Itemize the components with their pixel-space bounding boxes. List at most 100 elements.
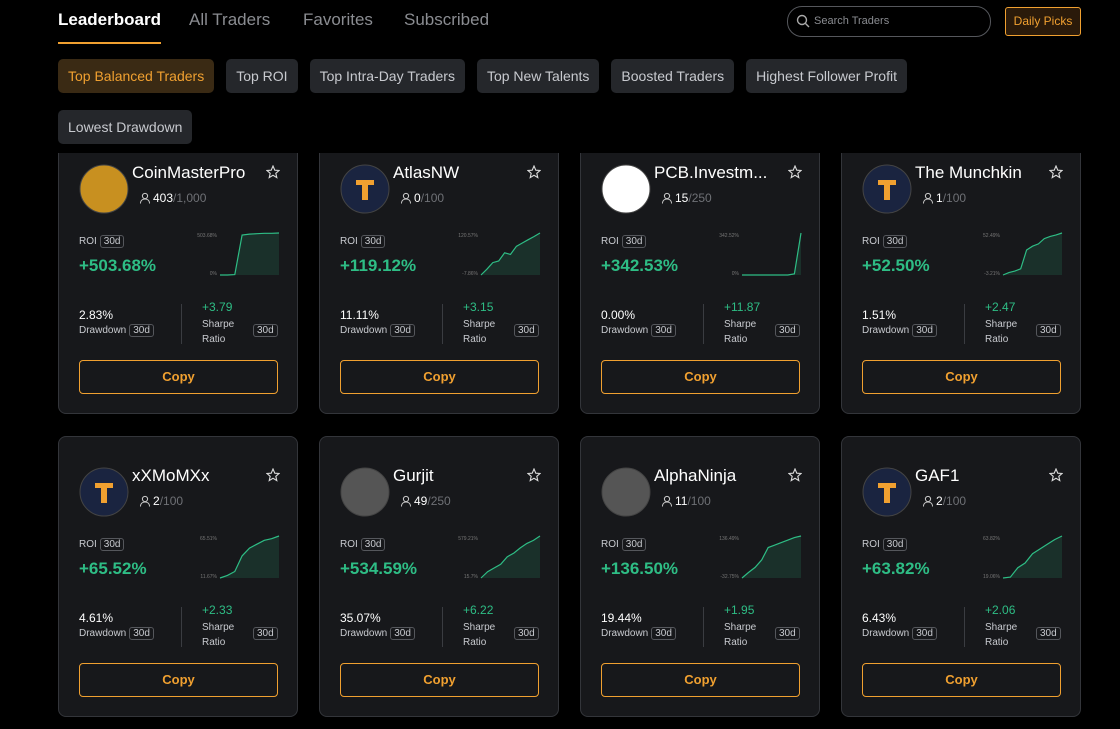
drawdown-label: Drawdown 30d [340,324,415,337]
roi-sparkline: 342.52% 0% [719,232,802,277]
divider [964,304,965,344]
roi-sparkline: 503.68% 0% [197,232,280,277]
sparkline-max: 52.49% [983,233,1001,239]
sparkline-min: 15.7% [464,574,479,580]
roi-text: ROI [862,236,880,247]
favorite-star[interactable] [527,468,541,482]
sharpe-label: Sharpe Ratio [463,622,496,648]
sparkline [480,535,541,579]
period-badge: 30d [390,627,415,640]
roi-label: ROI 30d [601,538,647,551]
copy-button[interactable]: Copy [601,663,800,697]
follower-count: 403 [153,191,174,205]
filter-chip[interactable]: Top New Talents [476,59,600,93]
roi-sparkline: 63.82% 19.06% [983,535,1063,580]
filter-chip[interactable]: Lowest Drawdown [58,110,193,144]
copy-button[interactable]: Copy [862,360,1061,394]
filter-chip[interactable]: Top Balanced Traders [58,59,215,93]
favorite-star[interactable] [788,468,802,482]
sparkline-min: -3.21% [984,271,1000,277]
sparkline-area [481,536,540,578]
roi-sparkline: 52.49% -3.21% [983,232,1063,277]
follower-capacity: /100 [420,191,445,205]
drawdown-label: Drawdown 30d [862,627,937,640]
follower-count: 49 [414,494,428,508]
user-icon [662,192,672,204]
filter-chip[interactable]: Top ROI [226,59,298,93]
followers: 49/250 [414,494,451,508]
tab[interactable]: Leaderboard [58,10,161,29]
tab[interactable]: Subscribed [404,10,490,29]
trader-card: AtlasNW 0/100 ROI 30d +119.12% 120.57% -7.… [319,153,559,414]
avatar [340,467,390,517]
drawdown-text: Drawdown [601,628,649,639]
sparkline-min: 0% [732,271,740,277]
avatar [601,467,651,517]
sparkline-min: 0% [210,271,218,277]
sparkline [1002,232,1063,276]
favorite-star[interactable] [788,165,802,179]
drawdown-value: 0.00% [601,308,636,322]
copy-button[interactable]: Copy [79,360,278,394]
drawdown-value: 35.07% [340,611,381,625]
copy-button[interactable]: Copy [601,360,800,394]
divider [964,607,965,647]
drawdown-label: Drawdown 30d [601,324,676,337]
trader-name[interactable]: GAF1 [915,466,960,485]
trader-name[interactable]: Gurjit [393,466,434,485]
period-badge: 30d [1036,324,1061,337]
filter-chip[interactable]: Boosted Traders [611,59,735,93]
favorite-star[interactable] [266,165,280,179]
trader-name[interactable]: AtlasNW [393,163,460,182]
filter-chip[interactable]: Highest Follower Profit [746,59,907,93]
copy-button[interactable]: Copy [340,663,539,697]
favorite-star[interactable] [1049,165,1063,179]
sparkline-area [1003,233,1062,275]
search-box[interactable]: Search Traders [787,6,991,37]
trader-name[interactable]: xXMoMXx [132,466,210,485]
avatar [862,164,912,214]
divider [181,304,182,344]
trader-name[interactable]: The Munchkin [915,163,1022,182]
copy-button[interactable]: Copy [340,360,539,394]
follower-capacity: /100 [942,191,967,205]
follower-count: 2 [936,494,943,508]
favorite-star[interactable] [527,165,541,179]
sparkline-min: 11.67% [200,574,217,580]
search-icon [796,14,810,28]
followers: 2/100 [153,494,183,508]
tab[interactable]: All Traders [189,10,271,29]
copy-button[interactable]: Copy [862,663,1061,697]
sparkline-area [220,536,279,578]
sharpe-value: +11.87 [724,300,761,314]
drawdown-text: Drawdown [340,325,388,336]
copy-button[interactable]: Copy [79,663,278,697]
divider [181,607,182,647]
divider [703,304,704,344]
period-badge: 30d [253,627,278,640]
filter-chip[interactable]: Top Intra-Day Traders [309,59,465,93]
favorite-star[interactable] [1049,468,1063,482]
sharpe-label: Sharpe Ratio [202,622,235,648]
daily-picks-button[interactable]: Daily Picks [1005,7,1081,36]
favorite-star[interactable] [266,468,280,482]
trader-name[interactable]: CoinMasterPro [132,163,246,182]
followers: 11/100 [675,494,711,508]
sparkline-area [481,233,540,275]
sparkline-max: 342.52% [719,233,739,239]
drawdown-text: Drawdown [862,325,910,336]
avatar [340,164,390,214]
tab[interactable]: Favorites [303,10,373,29]
drawdown-value: 11.11% [340,308,379,322]
trader-name[interactable]: PCB.Investm... [654,163,768,182]
drawdown-text: Drawdown [79,325,127,336]
sparkline-area [220,233,279,275]
roi-value: +136.50% [601,559,679,578]
period-badge: 30d [99,538,125,551]
period-badge: 30d [882,235,908,248]
roi-value: +63.82% [862,559,930,578]
drawdown-text: Drawdown [601,325,649,336]
trader-name[interactable]: AlphaNinja [654,466,737,485]
card-grid: CoinMasterPro 403/1,000 ROI 30d +503.68% … [58,153,1088,729]
